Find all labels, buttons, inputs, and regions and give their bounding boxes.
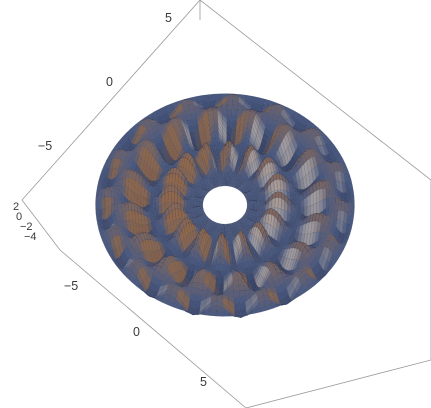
surface-patch [274,197,279,209]
axis-top-left-ticks: 5 0 −5 [38,11,172,153]
surface-patch [107,196,112,208]
surface-patch [190,212,195,216]
surface-patch [256,202,260,206]
surface-patch [233,297,240,305]
surface-patch [219,270,224,278]
surface-patch [277,197,282,210]
surface-patch [193,204,197,207]
tick-label: 0 [106,75,113,89]
tick-label: 5 [165,11,172,25]
surface-patch [104,189,109,198]
tick-label: −5 [64,279,78,293]
surface-patch [209,310,217,317]
surface-patch [174,191,178,203]
surface-patch [193,197,198,200]
axis-bottom-left-ticks: −5 0 5 [64,279,207,389]
surface-patch [104,196,109,209]
surface-patch [167,185,172,192]
surface-patch [246,199,250,201]
surface-patch [201,94,209,102]
surface-patch [195,294,202,302]
surface-patch [325,188,330,199]
surface-patch [225,164,228,173]
tick-label: 0 [133,325,140,339]
surface-patch [313,190,317,205]
surface-patch [309,192,314,207]
surface-patch [319,188,324,202]
tick-label: 0 [16,211,22,223]
surface-patch [233,290,240,298]
surface-patch [101,208,106,220]
surface-patch [253,205,257,209]
surface-patch [171,185,175,193]
surface-patch [316,189,320,204]
surface-patch [275,191,279,198]
surface-patch [303,206,308,217]
surface-patch [232,104,238,111]
surface-mesh [95,93,355,318]
surface-patch [253,202,257,206]
tick-label: −4 [24,231,37,243]
surface-patch [196,199,201,203]
surface-patch [111,197,115,206]
bounding-box [21,0,431,408]
surface-patch [167,191,172,203]
surface-patch [171,191,175,203]
surface-patch [278,191,282,199]
surface-patch [215,141,220,147]
surface-patch [101,197,106,210]
surface-patch [227,235,231,240]
surface-patch [322,188,327,200]
surface-patch [158,204,163,215]
surface-patch [193,201,198,206]
axis-vertical-ticks: 2 0 −2 −4 [13,201,37,243]
tick-label: −2 [20,221,33,233]
surface-patch [226,104,233,111]
surface-patch [249,200,254,204]
surface-patch [265,304,273,311]
surface-patch [219,263,224,271]
surface-patch [257,97,265,106]
surface-patch [98,199,103,210]
surface-patch [271,197,276,209]
box-edge-right [245,180,431,408]
surface-patch [164,191,169,204]
box-edge-left [21,0,247,408]
surface-patch [315,181,320,191]
tick-label: 2 [13,201,19,213]
surface-patch [95,201,99,210]
tick-label: 5 [200,375,207,389]
surface-patch [193,199,198,203]
surface-patch [216,263,221,271]
surface-patch [238,284,245,291]
surface-patch [264,300,272,306]
tick-label: −5 [38,139,52,153]
surface-patch [280,198,285,211]
surface-patch [253,200,257,204]
box-edge-top [199,0,431,181]
surface-patch [222,228,225,233]
surface-patch [107,189,112,198]
surface-patch [190,197,195,200]
